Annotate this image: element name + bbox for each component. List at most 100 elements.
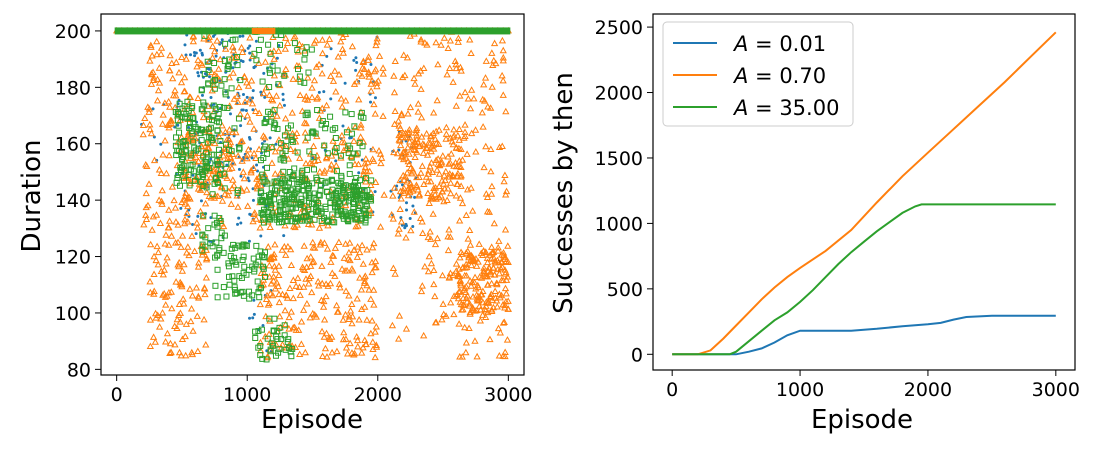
scatter-point [150, 156, 159, 164]
scatter-point [274, 142, 278, 146]
scatter-point [162, 301, 170, 308]
scatter-point [496, 293, 504, 301]
scatter-point [215, 151, 222, 158]
scatter-point [233, 261, 240, 268]
legend-label: A = 0.01 [732, 32, 826, 56]
scatter-point [214, 65, 223, 72]
scatter-point [193, 223, 202, 231]
scatter-point [237, 43, 246, 51]
scatter-point [352, 58, 356, 62]
scatter-point [363, 175, 370, 182]
scatter-point [251, 108, 255, 112]
scatter-point [247, 179, 251, 183]
scatter-point [309, 142, 318, 149]
scatter-point [479, 247, 488, 254]
scatter-point [412, 181, 421, 189]
scatter-point [269, 210, 276, 217]
scatter-point [297, 317, 306, 325]
scatter-point [199, 126, 206, 133]
scatter-point [244, 145, 253, 153]
scatter-point [318, 208, 325, 215]
scatter-point [170, 196, 178, 204]
scatter-point [199, 247, 206, 254]
scatter-point [346, 256, 354, 264]
scatter-point [322, 153, 331, 161]
scatter-point [331, 142, 339, 150]
scatter-point [368, 317, 376, 324]
scatter-point [157, 197, 166, 205]
scatter-point [457, 248, 465, 255]
scatter-point [358, 109, 365, 116]
scatter-point [324, 150, 331, 157]
scatter-point [247, 168, 255, 176]
scatter-point [420, 331, 428, 339]
legend-label: A = 35.00 [732, 96, 839, 120]
scatter-point [166, 349, 174, 357]
scatter-point [369, 338, 377, 345]
scatter-point [367, 295, 375, 302]
scatter-point [395, 136, 403, 143]
scatter-point [407, 182, 415, 190]
scatter-point [420, 141, 428, 148]
scatter-point [495, 258, 503, 266]
scatter-point [239, 174, 243, 178]
scatter-point [204, 178, 212, 185]
scatter-point [240, 73, 249, 81]
scatter-point [274, 282, 282, 290]
scatter-point [410, 74, 418, 82]
scatter-point [430, 280, 438, 288]
scatter-point [360, 279, 369, 286]
scatter-point [304, 74, 312, 81]
scatter-point [418, 133, 426, 140]
scatter-point [302, 159, 310, 167]
scatter-point [376, 223, 385, 230]
scatter-point [229, 43, 237, 50]
scatter-point [499, 319, 508, 326]
scatter-point [191, 173, 195, 177]
scatter-point [172, 218, 180, 225]
scatter-point [480, 97, 489, 104]
scatter-point [325, 178, 332, 185]
scatter-point [218, 197, 227, 204]
scatter-point [221, 170, 228, 177]
scatter-point [306, 193, 313, 200]
scatter-point [305, 69, 312, 76]
scatter-point [413, 173, 421, 181]
scatter-point [312, 36, 320, 44]
scatter-point [197, 74, 201, 78]
scatter-point [238, 157, 246, 164]
scatter-point [159, 111, 167, 118]
scatter-point [463, 150, 471, 157]
scatter-point [165, 151, 173, 159]
scatter-point [201, 199, 210, 207]
scatter-point [150, 287, 158, 295]
scatter-point [333, 347, 341, 355]
scatter-point [306, 159, 314, 166]
scatter-point [255, 253, 262, 260]
scatter-point [266, 66, 273, 73]
scatter-point [457, 163, 465, 171]
scatter-point [281, 157, 288, 164]
scatter-point [342, 109, 349, 116]
scatter-point [246, 96, 254, 103]
scatter-point [276, 324, 283, 331]
scatter-point [275, 262, 283, 269]
scatter-point [463, 298, 471, 305]
scatter-point [353, 336, 362, 344]
scatter-point [250, 125, 258, 132]
scatter-point [155, 165, 164, 173]
scatter-point [296, 350, 304, 358]
scatter-point [153, 50, 161, 58]
scatter-point [346, 239, 354, 246]
scatter-point [416, 67, 425, 74]
scatter-point [335, 188, 342, 195]
scatter-point [252, 312, 256, 316]
scatter-point [255, 145, 263, 153]
scatter-point [361, 336, 369, 344]
scatter-point [142, 211, 150, 218]
scatter-point [178, 113, 185, 120]
scatter-point [362, 155, 370, 162]
scatter-point [499, 53, 507, 61]
scatter-point [262, 143, 269, 150]
scatter-point [285, 213, 292, 220]
